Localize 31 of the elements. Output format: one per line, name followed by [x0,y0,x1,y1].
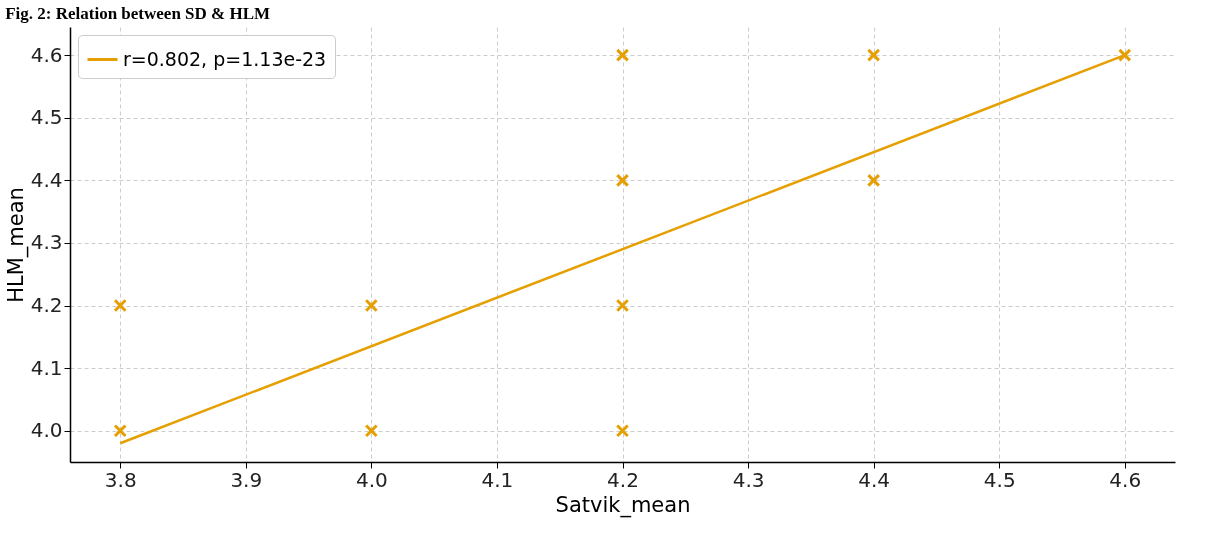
x-tick-label: 4.1 [481,467,514,492]
y-tick-label: 4.6 [30,42,63,67]
x-tick-label: 3.9 [230,467,263,492]
x-tick-label: 3.8 [104,467,137,492]
x-tick-label: 4.2 [607,467,639,492]
y-tick-label: 4.5 [30,105,63,130]
y-tick-label: 4.4 [30,167,63,192]
x-tick-label: 4.4 [858,467,891,492]
x-tick-label: 4.6 [1109,467,1142,492]
x-tick-label: 4.0 [355,467,388,492]
point [615,423,630,438]
point [364,423,379,438]
y-tick-label: 4.3 [30,230,63,255]
y-tick-label: 4.2 [30,293,63,318]
point [615,48,630,62]
point [615,298,630,313]
point [113,298,127,313]
point [1118,48,1132,62]
y-axis-title: HLM_mean [3,187,29,303]
y-tick-label: 4.1 [30,355,63,380]
point [615,173,630,188]
point [866,48,881,62]
chart-title: Fig. 2: Relation between SD & HLM [5,4,271,23]
point [113,423,127,438]
point [866,173,881,188]
point [364,298,379,313]
x-tick-label: 4.3 [732,467,765,492]
x-axis-title: Satvik_mean [555,492,691,518]
x-tick-label: 4.5 [983,467,1016,492]
legend-label: r=0.802, p=1.13e-23 [123,47,327,70]
y-tick-label: 4.0 [30,418,63,443]
